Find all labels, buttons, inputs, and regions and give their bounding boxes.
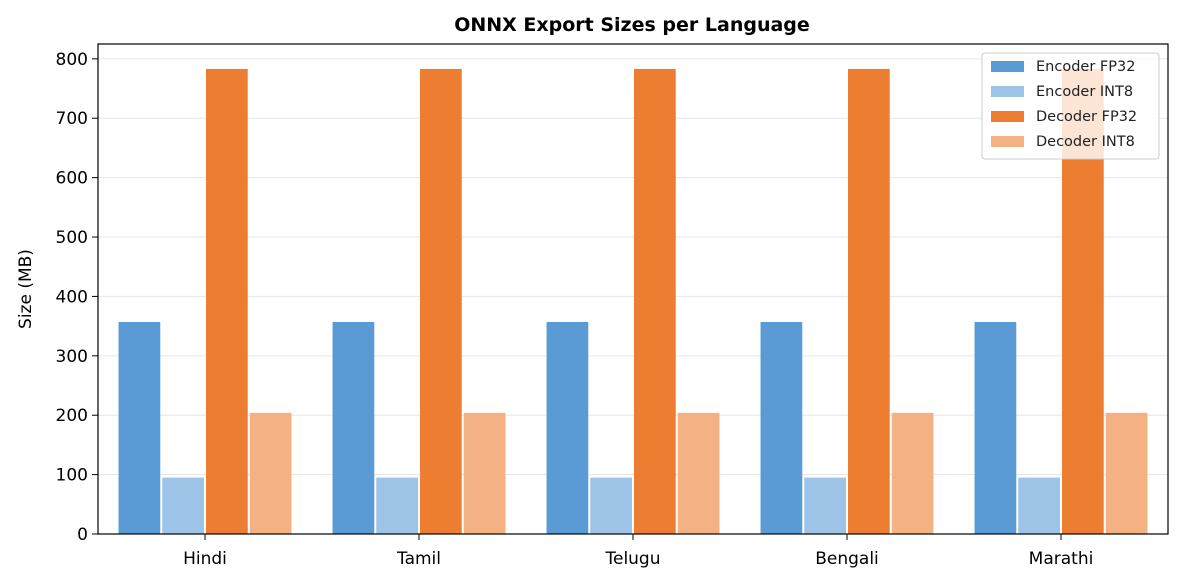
bar xyxy=(420,68,462,534)
y-axis-label: Size (MB) xyxy=(16,249,36,329)
legend-label: Decoder FP32 xyxy=(1036,109,1137,125)
bar xyxy=(848,68,890,534)
bar xyxy=(590,477,632,534)
legend-label: Decoder INT8 xyxy=(1036,134,1135,150)
y-tick-label: 700 xyxy=(56,109,88,129)
y-tick-label: 500 xyxy=(56,228,88,248)
bar xyxy=(1018,477,1060,534)
x-tick-label: Bengali xyxy=(815,549,879,569)
y-tick-label: 100 xyxy=(56,466,88,486)
y-tick-label: 300 xyxy=(56,347,88,367)
bar xyxy=(974,321,1017,534)
x-tick-label: Marathi xyxy=(1029,549,1094,569)
legend: Encoder FP32 Encoder INT8 Decoder FP32 Deco… xyxy=(981,52,1160,160)
bar xyxy=(804,477,846,534)
y-tick-label: 600 xyxy=(56,169,88,189)
bar xyxy=(634,68,676,534)
y-tick-label: 400 xyxy=(56,287,88,307)
y-tick-label: 0 xyxy=(77,525,88,545)
legend-swatch xyxy=(991,61,1024,72)
bar xyxy=(118,321,161,534)
x-tick-label: Telugu xyxy=(604,549,660,569)
y-axis: 0 100 200 300 400 500 600 700 800 xyxy=(56,50,98,545)
x-axis: Hindi Tamil Telugu Bengali Marathi xyxy=(183,534,1093,569)
legend-box xyxy=(981,52,1160,160)
bar xyxy=(1105,412,1148,534)
bar xyxy=(162,477,204,534)
bars xyxy=(118,68,1148,534)
bar xyxy=(677,412,720,534)
chart-title: ONNX Export Sizes per Language xyxy=(454,14,810,36)
x-tick-label: Tamil xyxy=(396,549,441,569)
bar xyxy=(376,477,418,534)
bar xyxy=(332,321,375,534)
legend-swatch xyxy=(991,136,1024,147)
y-tick-label: 800 xyxy=(56,50,88,70)
y-tick-label: 200 xyxy=(56,406,88,426)
legend-label: Encoder FP32 xyxy=(1036,59,1135,75)
legend-swatch xyxy=(991,111,1024,122)
bar xyxy=(463,412,506,534)
bar xyxy=(546,321,589,534)
x-tick-label: Hindi xyxy=(183,549,227,569)
bar xyxy=(760,321,803,534)
bar xyxy=(891,412,934,534)
bar xyxy=(206,68,248,534)
bar xyxy=(249,412,292,534)
legend-label: Encoder INT8 xyxy=(1036,84,1133,100)
legend-swatch xyxy=(991,86,1024,97)
